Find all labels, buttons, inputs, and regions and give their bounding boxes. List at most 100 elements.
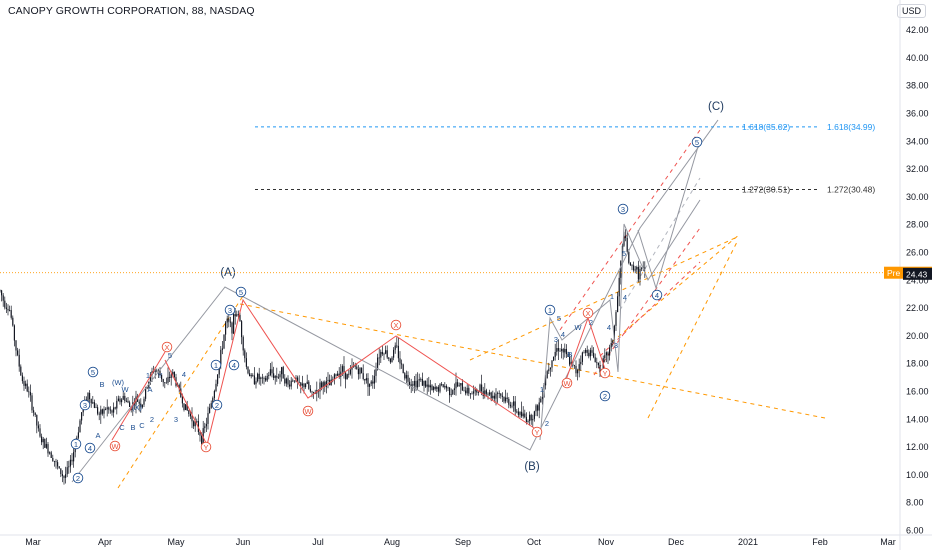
candle-body (13, 325, 15, 341)
wave-label-circled-blue: 5 (695, 138, 699, 147)
candle-body (100, 409, 102, 415)
candle-body (4, 300, 6, 308)
candle-body (450, 394, 452, 396)
candle-body (381, 351, 383, 355)
last-price-tag (903, 267, 932, 280)
x-tick-label: Dec (668, 537, 685, 547)
candle-body (343, 366, 345, 373)
candle-body (309, 388, 311, 392)
candle-body (365, 378, 367, 381)
candle-body (559, 350, 561, 352)
candle-body (469, 393, 471, 395)
wave-label-minor: 4 (607, 323, 611, 332)
candle-body (369, 383, 371, 387)
candle-body (529, 414, 531, 421)
candle-body (186, 404, 188, 411)
fib-level-label: 1.618(35.02) (742, 122, 790, 132)
candle-body (500, 393, 502, 396)
candle-body (188, 410, 190, 414)
candle-body (585, 349, 587, 353)
candle-body (301, 383, 303, 386)
candle-body (538, 402, 540, 411)
candle-body (322, 382, 324, 388)
candle-body (191, 416, 193, 422)
candle-body (533, 411, 535, 419)
candle-body (570, 361, 572, 365)
candle-body (12, 317, 14, 326)
wave-label-circled-blue: 5 (91, 368, 95, 377)
candle-body (237, 314, 239, 316)
candle-body (541, 397, 543, 399)
candle-body (77, 432, 79, 438)
candle-body (221, 348, 223, 350)
wave-label-circled-red: Y (534, 428, 539, 437)
candle-body (433, 386, 435, 391)
candle-body (405, 375, 407, 379)
candle-body (639, 268, 641, 280)
candle-body (98, 413, 100, 415)
wave-label-major: (C) (708, 101, 724, 113)
candle-body (173, 371, 175, 378)
candle-body (255, 381, 257, 385)
candle-body (377, 357, 379, 370)
wave-label-minor: C (119, 423, 125, 432)
candle-body (620, 261, 622, 278)
candle-body (354, 365, 356, 367)
candle-body (31, 395, 33, 411)
y-tick-label: 14.00 (906, 414, 929, 424)
candle-body (476, 389, 478, 393)
candle-body (338, 373, 340, 377)
wave-label-circled-red-ring (531, 426, 543, 438)
candle-body (380, 351, 382, 358)
wave-label-minor: B (567, 350, 572, 359)
x-tick-label: Mar (880, 537, 896, 547)
candle-body (311, 391, 313, 393)
y-axis: 6.00 8.00 10.00 12.00 14.00 16.00 18.00 20.00 22… (899, 0, 929, 550)
candle-body (49, 452, 51, 454)
candle-body (401, 363, 403, 365)
candle-body (9, 310, 11, 311)
wave-label-minor: 4 (623, 293, 627, 302)
wave-label-circled-blue: 3 (228, 306, 232, 315)
currency-badge[interactable]: USD (896, 4, 926, 18)
wave-label-circled-blue-ring (70, 438, 82, 450)
wave-label-minor: 3 (174, 415, 178, 424)
wave-label-minor: 5 (168, 351, 172, 360)
candle-body (378, 357, 380, 359)
candle-body (604, 355, 606, 359)
candle-body (466, 387, 468, 394)
y-tick-label: 20.00 (906, 331, 929, 341)
wave-label-circled-blue: 2 (215, 401, 219, 410)
candle-body (437, 387, 439, 392)
orange-channel-line (611, 233, 741, 343)
candle-body (593, 352, 595, 358)
candle-body (388, 357, 390, 360)
candle-body (57, 462, 59, 467)
candle-body (522, 413, 524, 417)
candle-body (220, 349, 222, 365)
wave-label-circled-red-ring (109, 440, 121, 452)
candle-body (549, 367, 551, 370)
candle-body (503, 396, 505, 402)
candle-body (557, 348, 559, 351)
candle-body (111, 410, 113, 413)
wave-label-circled-red-ring (390, 319, 402, 331)
wave-label-circled-red: W (304, 407, 312, 416)
candle-body (289, 384, 291, 387)
candle-body (228, 318, 230, 322)
candle-body (279, 374, 281, 378)
candle-body (90, 398, 92, 404)
candle-body (226, 318, 228, 323)
wave-gray-line (637, 139, 701, 290)
wave-label-circled-blue-ring (617, 203, 629, 215)
candle-body (170, 374, 172, 378)
candle-body (445, 385, 447, 389)
wave-label-minor: 2 (545, 419, 549, 428)
candle-body (351, 366, 353, 370)
candle-body (28, 391, 30, 393)
candle-body (444, 385, 446, 388)
wave-label-circled-blue: 4 (655, 291, 659, 300)
wave-label-circled-red-ring (582, 307, 594, 319)
